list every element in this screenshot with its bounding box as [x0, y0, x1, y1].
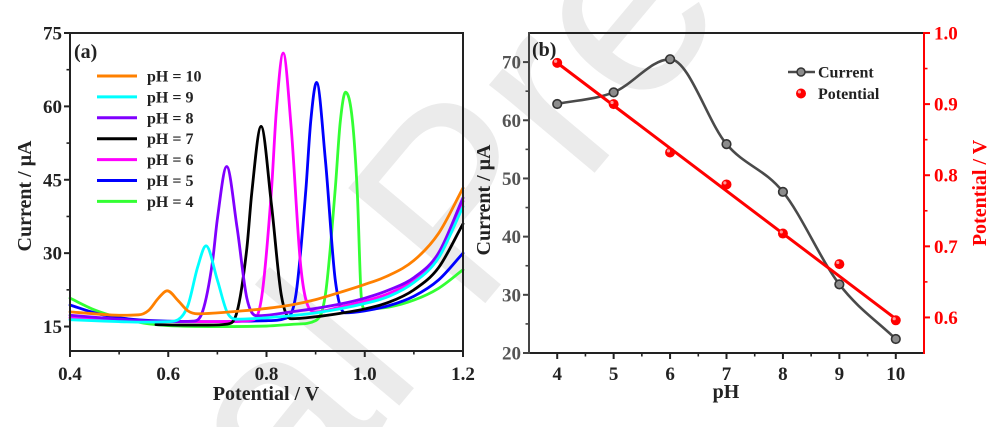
legend-item: pH = 5 — [97, 173, 193, 190]
left-y-tick-label: 30 — [502, 285, 521, 306]
legend-item: pH = 10 — [97, 69, 201, 86]
y-tick-label: 45 — [43, 170, 62, 191]
right-y-tick-label: 0.8 — [934, 166, 958, 187]
legend-label: Current — [818, 65, 874, 82]
x-tick-label: 0.4 — [58, 364, 82, 385]
legend-label: pH = 9 — [147, 89, 193, 106]
legend-item: pH = 6 — [97, 152, 193, 169]
legend-swatch-marker — [796, 88, 806, 99]
potential-data-point — [608, 99, 619, 110]
potential-marker — [834, 259, 845, 270]
potential-marker — [721, 179, 732, 190]
potential-data-point — [890, 315, 901, 326]
panel-b-x-axis-title: pH — [713, 381, 740, 403]
panel-b-right-y-axis-title: Potential / V — [969, 139, 991, 246]
x-tick-label: 1.0 — [353, 364, 377, 385]
panel-a-label: (a) — [74, 41, 97, 63]
y-tick-label: 15 — [43, 317, 62, 338]
x-tick-label: 10 — [886, 364, 905, 385]
left-y-tick-label: 70 — [502, 53, 521, 74]
panel-b-label: (b) — [532, 39, 556, 61]
potential-data-point — [721, 179, 732, 190]
left-y-tick-label: 20 — [502, 344, 521, 365]
left-y-tick-label: 40 — [502, 227, 521, 248]
panel-a-x-axis-title: Potential / V — [213, 383, 320, 405]
left-y-tick-label: 50 — [502, 169, 521, 190]
x-tick-label: 0.8 — [255, 364, 279, 385]
current-data-point — [721, 139, 732, 150]
legend-item: pH = 4 — [97, 194, 193, 211]
current-data-point — [552, 98, 563, 110]
panel-b-series-layer — [552, 54, 901, 345]
potential-marker-highlight — [836, 260, 840, 265]
x-tick-label: 1.2 — [451, 364, 475, 385]
y-tick-label: 30 — [43, 244, 62, 265]
right-y-tick-label: 0.7 — [934, 237, 958, 258]
potential-marker — [777, 228, 788, 239]
potential-marker — [890, 315, 901, 326]
legend-label: pH = 6 — [147, 152, 193, 169]
current-data-point — [834, 279, 845, 290]
legend-label: pH = 8 — [147, 110, 193, 127]
legend-item-current: Current — [788, 65, 874, 82]
x-tick-label: 0.6 — [156, 364, 180, 385]
panel-a-axes: 0.4 0.6 0.8 1.0 1.2 15 30 45 60 75 — [43, 24, 475, 386]
x-tick-label: 5 — [609, 364, 619, 385]
potential-marker — [608, 99, 619, 110]
current-data-point — [777, 186, 789, 197]
series-line-ph7 — [154, 125, 465, 327]
potential-marker-highlight — [779, 230, 783, 234]
panel-b-axes: 4 5 6 7 8 9 10 20 30 40 50 60 70 0.6 0.7 0.8 0.9 1.0 — [502, 24, 958, 386]
potential-data-point — [777, 228, 788, 239]
x-tick-label: 8 — [778, 364, 788, 385]
legend-swatch-marker — [796, 67, 806, 77]
x-tick-label: 4 — [552, 364, 562, 385]
potential-marker — [665, 147, 676, 158]
potential-marker-highlight — [892, 317, 896, 321]
potential-marker-highlight — [723, 181, 727, 185]
legend-label: pH = 7 — [147, 131, 193, 148]
x-tick-label: 9 — [835, 364, 845, 385]
legend-label: Potential — [818, 86, 880, 103]
series-line-ph9 — [68, 205, 465, 324]
potential-marker-highlight — [666, 149, 671, 153]
current-data-point — [608, 87, 619, 98]
legend-swatch-highlight — [797, 90, 802, 94]
panel-a-series-layer — [68, 51, 465, 328]
panel-a-legend: pH = 10 pH = 9 pH = 8 pH = 7 pH = 6 pH = 5 pH … — [97, 69, 201, 211]
current-data-point — [890, 333, 901, 345]
panel-a-y-axis-title: Current / μA — [14, 140, 36, 252]
left-y-tick-label: 60 — [502, 111, 521, 132]
legend-item: pH = 9 — [97, 89, 193, 106]
panel-b-ph-dependence: 4 5 6 7 8 9 10 20 30 40 50 60 70 0.6 0.7 0.8 0.9 1.0 Curr… — [473, 24, 991, 404]
legend-label: pH = 5 — [147, 173, 193, 190]
panel-b-legend: Current Potential — [788, 65, 880, 103]
panel-b-left-y-axis-title: Current / μA — [473, 144, 495, 256]
right-y-tick-label: 0.6 — [934, 308, 958, 329]
legend-item-potential: Potential — [796, 86, 880, 103]
potential-marker-highlight — [554, 59, 558, 63]
potential-marker-highlight — [610, 100, 614, 105]
potential-data-point — [552, 57, 563, 68]
right-y-tick-label: 1.0 — [934, 24, 958, 45]
current-data-point — [664, 54, 676, 65]
potential-data-point — [834, 259, 845, 270]
potential-data-point — [665, 147, 676, 158]
legend-item: pH = 8 — [97, 110, 193, 127]
legend-label: pH = 10 — [147, 69, 201, 86]
legend-label: pH = 4 — [147, 194, 193, 211]
right-y-tick-label: 0.9 — [934, 95, 958, 116]
legend-item: pH = 7 — [97, 131, 193, 148]
y-tick-label: 75 — [43, 24, 62, 45]
series-line-ph10 — [68, 186, 465, 317]
x-tick-label: 7 — [722, 364, 732, 385]
x-tick-label: 6 — [665, 364, 675, 385]
y-tick-label: 60 — [43, 97, 62, 118]
